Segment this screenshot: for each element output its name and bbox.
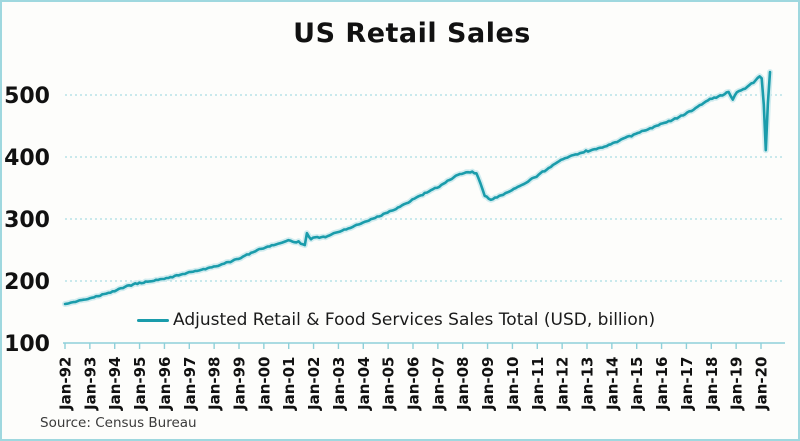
x-tick-label: Jan-95 bbox=[131, 357, 149, 411]
x-tick-label: Jan-02 bbox=[305, 357, 323, 411]
x-tick-label: Jan-20 bbox=[752, 357, 770, 411]
legend-label: Adjusted Retail & Food Services Sales To… bbox=[173, 310, 656, 330]
x-tick-label: Jan-13 bbox=[578, 357, 596, 411]
series-line-retail-sales bbox=[63, 70, 772, 306]
x-tick-label: Jan-04 bbox=[355, 357, 373, 411]
x-tick-label: Jan-01 bbox=[280, 357, 298, 411]
x-tick-label: Jan-00 bbox=[255, 357, 273, 411]
x-tick-label: Jan-03 bbox=[330, 357, 348, 411]
x-tick-label: Jan-05 bbox=[380, 357, 398, 411]
x-tick-label: Jan-99 bbox=[230, 357, 248, 411]
y-tick-label-300: 300 bbox=[4, 208, 50, 233]
x-tick-label: Jan-14 bbox=[603, 357, 621, 411]
x-tick-label: Jan-11 bbox=[529, 357, 547, 411]
x-tick-label: Jan-92 bbox=[57, 357, 75, 411]
legend-line-swatch bbox=[137, 318, 169, 322]
series-line-halo bbox=[62, 69, 773, 307]
x-tick-label: Jan-07 bbox=[429, 357, 447, 411]
legend: Adjusted Retail & Food Services Sales To… bbox=[137, 308, 655, 332]
y-tick-label-200: 200 bbox=[4, 270, 50, 295]
x-tick-label: Jan-06 bbox=[404, 357, 422, 411]
x-tick-label: Jan-12 bbox=[554, 357, 572, 411]
x-tick-label: Jan-09 bbox=[479, 357, 497, 411]
x-tick-label: Jan-17 bbox=[678, 357, 696, 411]
x-tick-label: Jan-19 bbox=[728, 357, 746, 411]
y-tick-label-500: 500 bbox=[4, 84, 50, 109]
y-tick-label-400: 400 bbox=[4, 146, 50, 171]
x-tick-label: Jan-98 bbox=[206, 357, 224, 411]
x-tick-label: Jan-10 bbox=[504, 357, 522, 411]
chart-title: US Retail Sales bbox=[293, 18, 531, 49]
y-tick-label-100: 100 bbox=[4, 332, 50, 357]
x-tick-label: Jan-18 bbox=[703, 357, 721, 411]
x-tick-label: Jan-08 bbox=[454, 357, 472, 411]
x-tick-label: Jan-15 bbox=[628, 357, 646, 411]
x-tick-label: Jan-16 bbox=[653, 357, 671, 411]
x-tick-label: Jan-94 bbox=[106, 357, 124, 411]
x-tick-label: Jan-93 bbox=[81, 357, 99, 411]
x-tick-label: Jan-97 bbox=[181, 357, 199, 411]
source-note: Source: Census Bureau bbox=[40, 415, 197, 431]
x-tick-label: Jan-96 bbox=[156, 357, 174, 411]
